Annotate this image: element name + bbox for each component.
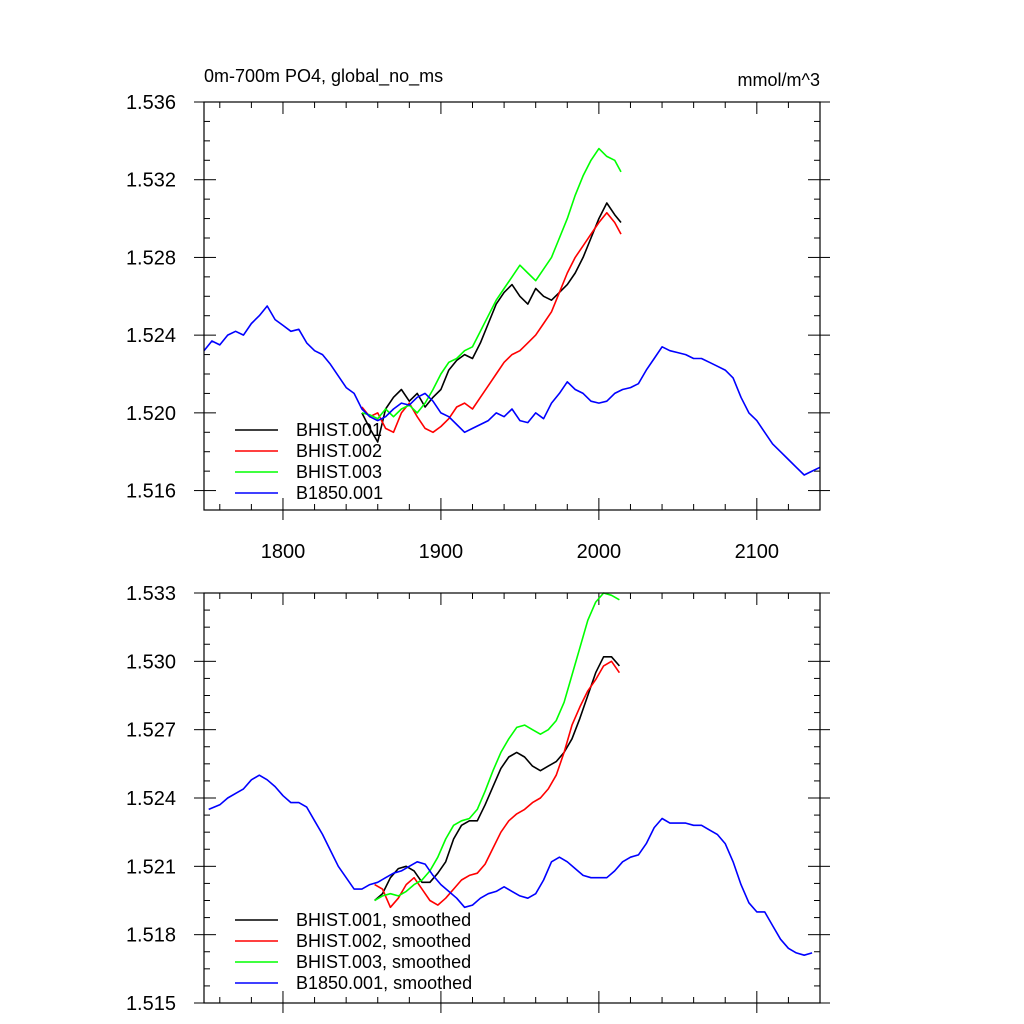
- series-line-bhist-002: [361, 211, 622, 434]
- y-tick-label: 1.520: [126, 403, 176, 425]
- series-line-bhist-001-smoothed: [374, 655, 621, 902]
- bottom-series-group: [208, 592, 813, 957]
- y-tick-label: 1.516: [126, 481, 176, 503]
- y-tick-label: 1.524: [126, 325, 176, 347]
- y-tick-label: 1.521: [126, 856, 176, 878]
- y-tick-label: 1.528: [126, 247, 176, 269]
- top-chart-title: 0m-700m PO4, global_no_ms: [204, 66, 443, 87]
- legend-label: BHIST.002: [296, 441, 382, 461]
- top-panel: 0m-700m PO4, global_no_ms mmol/m^3 1.516…: [126, 66, 830, 563]
- legend-label: BHIST.001: [296, 420, 382, 440]
- series-line-b1850-001: [203, 305, 821, 476]
- bottom-plot-frame: [203, 592, 821, 1004]
- y-tick-label: 1.536: [126, 92, 176, 114]
- top-y-tick-labels: 1.516 1.520 1.524 1.528 1.532 1.536: [126, 92, 176, 503]
- series-line-bhist-003: [361, 147, 622, 420]
- series-line-bhist-003-smoothed: [374, 592, 620, 902]
- y-tick-label: 1.532: [126, 170, 176, 192]
- y-tick-label: 1.527: [126, 720, 176, 742]
- y-tick-label: 1.533: [126, 583, 176, 605]
- legend-label: BHIST.001, smoothed: [296, 910, 471, 930]
- top-plot-frame: [203, 101, 821, 511]
- x-tick-label: 1800: [261, 541, 306, 563]
- bottom-panel: 1.515 1.518 1.521 1.524 1.527 1.530 1.533 BHIS…: [126, 583, 830, 1015]
- bottom-y-tick-labels: 1.515 1.518 1.521 1.524 1.527 1.530 1.533: [126, 583, 176, 1015]
- x-tick-label: 2100: [735, 541, 780, 563]
- series-line-bhist-002-smoothed: [374, 660, 621, 909]
- y-tick-label: 1.524: [126, 788, 176, 810]
- top-x-tick-labels: 1800 1900 2000 2100: [261, 541, 779, 563]
- top-series-group: [203, 147, 821, 476]
- series-line-b1850-001-smoothed: [208, 774, 813, 957]
- y-tick-label: 1.518: [126, 925, 176, 947]
- legend-label: BHIST.003: [296, 462, 382, 482]
- legend-label: B1850.001, smoothed: [296, 973, 472, 993]
- bottom-axis-ticks: [194, 592, 830, 1013]
- legend-label: BHIST.003, smoothed: [296, 952, 471, 972]
- series-line-bhist-001: [361, 202, 622, 443]
- top-axis-ticks: [194, 101, 830, 520]
- x-tick-label: 1900: [419, 541, 464, 563]
- x-tick-label: 2000: [577, 541, 622, 563]
- y-tick-label: 1.530: [126, 651, 176, 673]
- top-chart-units: mmol/m^3: [738, 70, 820, 90]
- y-tick-label: 1.515: [126, 993, 176, 1015]
- legend-label: BHIST.002, smoothed: [296, 931, 471, 951]
- legend-label: B1850.001: [296, 483, 383, 503]
